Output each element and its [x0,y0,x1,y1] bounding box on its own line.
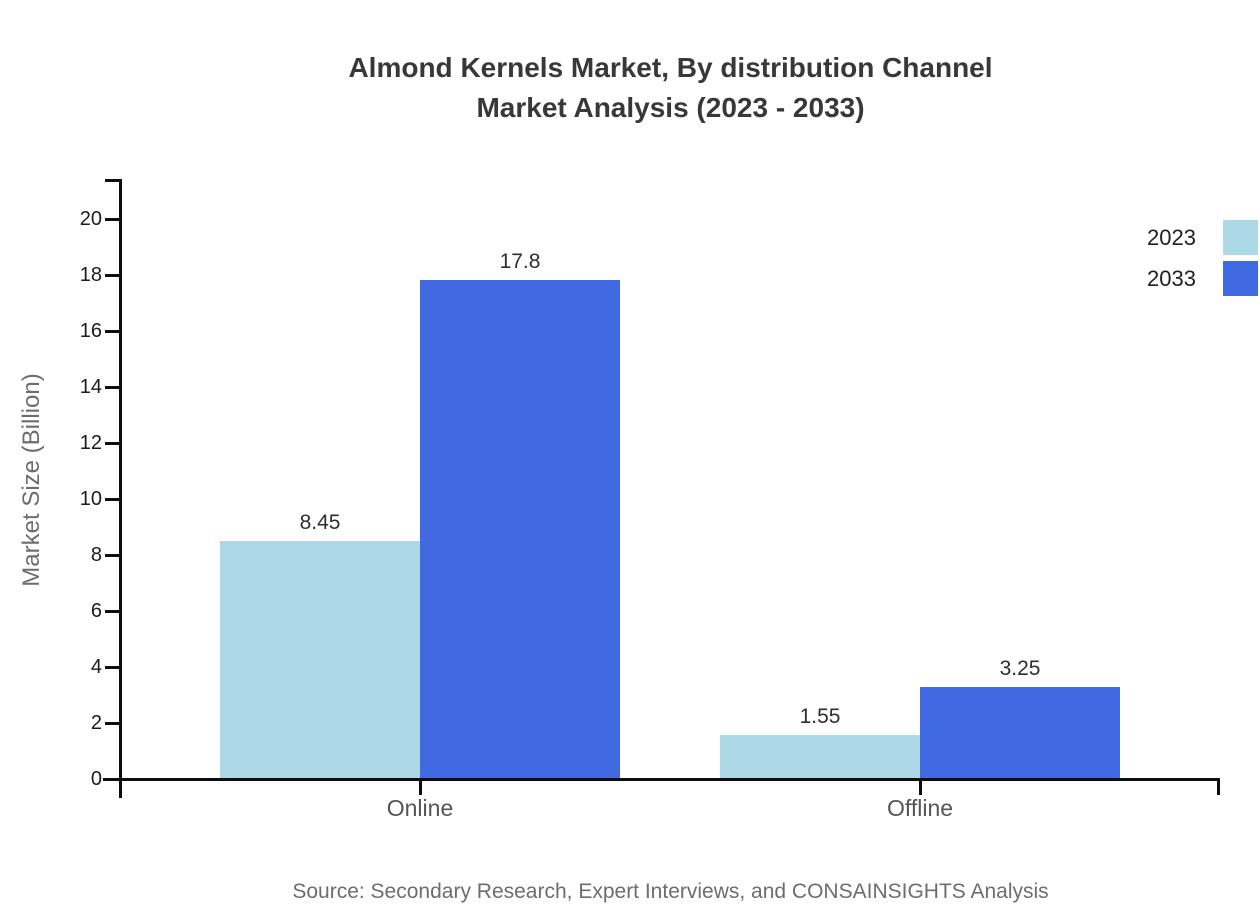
y-tick-label: 6 [90,600,102,622]
x-tick [419,778,422,795]
y-tick [105,610,120,613]
bar-value-label: 1.55 [799,704,841,728]
y-tick [105,666,120,669]
y-tick-label: 14 [79,376,102,398]
bar-online-2033 [420,279,620,778]
y-tick-label: 16 [79,320,102,342]
y-tick [105,722,120,725]
category-label-offline: Offline [886,795,954,821]
legend-label-2023: 2023 [1147,225,1196,250]
bar-value-label: 17.8 [499,249,541,273]
bar-value-label: 3.25 [999,657,1041,680]
category-label-online: Online [386,795,454,821]
x-tick [919,778,922,795]
y-tick-label: 12 [79,432,102,454]
bar-offline-2033 [920,687,1120,778]
y-tick [105,442,120,445]
y-tick [105,498,120,501]
y-tick [105,330,120,333]
y-tick [105,274,120,277]
legend-label-2033: 2033 [1147,266,1196,291]
bar-online-2023 [220,541,420,778]
chart-title: Almond Kernels Market, By distribution C… [121,48,1220,128]
y-axis-end-cap [105,179,120,182]
y-tick-label: 20 [79,208,102,230]
y-tick-label: 0 [90,768,102,790]
y-tick-label: 10 [79,488,102,510]
y-tick-label: 2 [90,712,102,734]
source-text: Source: Secondary Research, Expert Inter… [292,880,1049,903]
chart-title-line2: Market Analysis (2023 - 2033) [476,92,865,123]
x-axis-line [103,778,1220,781]
x-axis-end-cap [1217,778,1220,795]
bar-offline-2023 [720,734,920,778]
legend-swatch-2033 [1223,261,1258,296]
y-tick [105,218,120,221]
y-tick [105,778,120,781]
y-tick-label: 4 [90,656,102,678]
y-axis-line [119,179,122,798]
bar-value-label: 8.45 [299,511,341,535]
y-tick [105,554,120,557]
y-tick [105,386,120,389]
chart-title-line1: Almond Kernels Market, By distribution C… [348,52,993,83]
y-tick-label: 18 [79,264,102,286]
legend-swatch-2023 [1223,220,1258,255]
y-tick-label: 8 [90,544,102,566]
